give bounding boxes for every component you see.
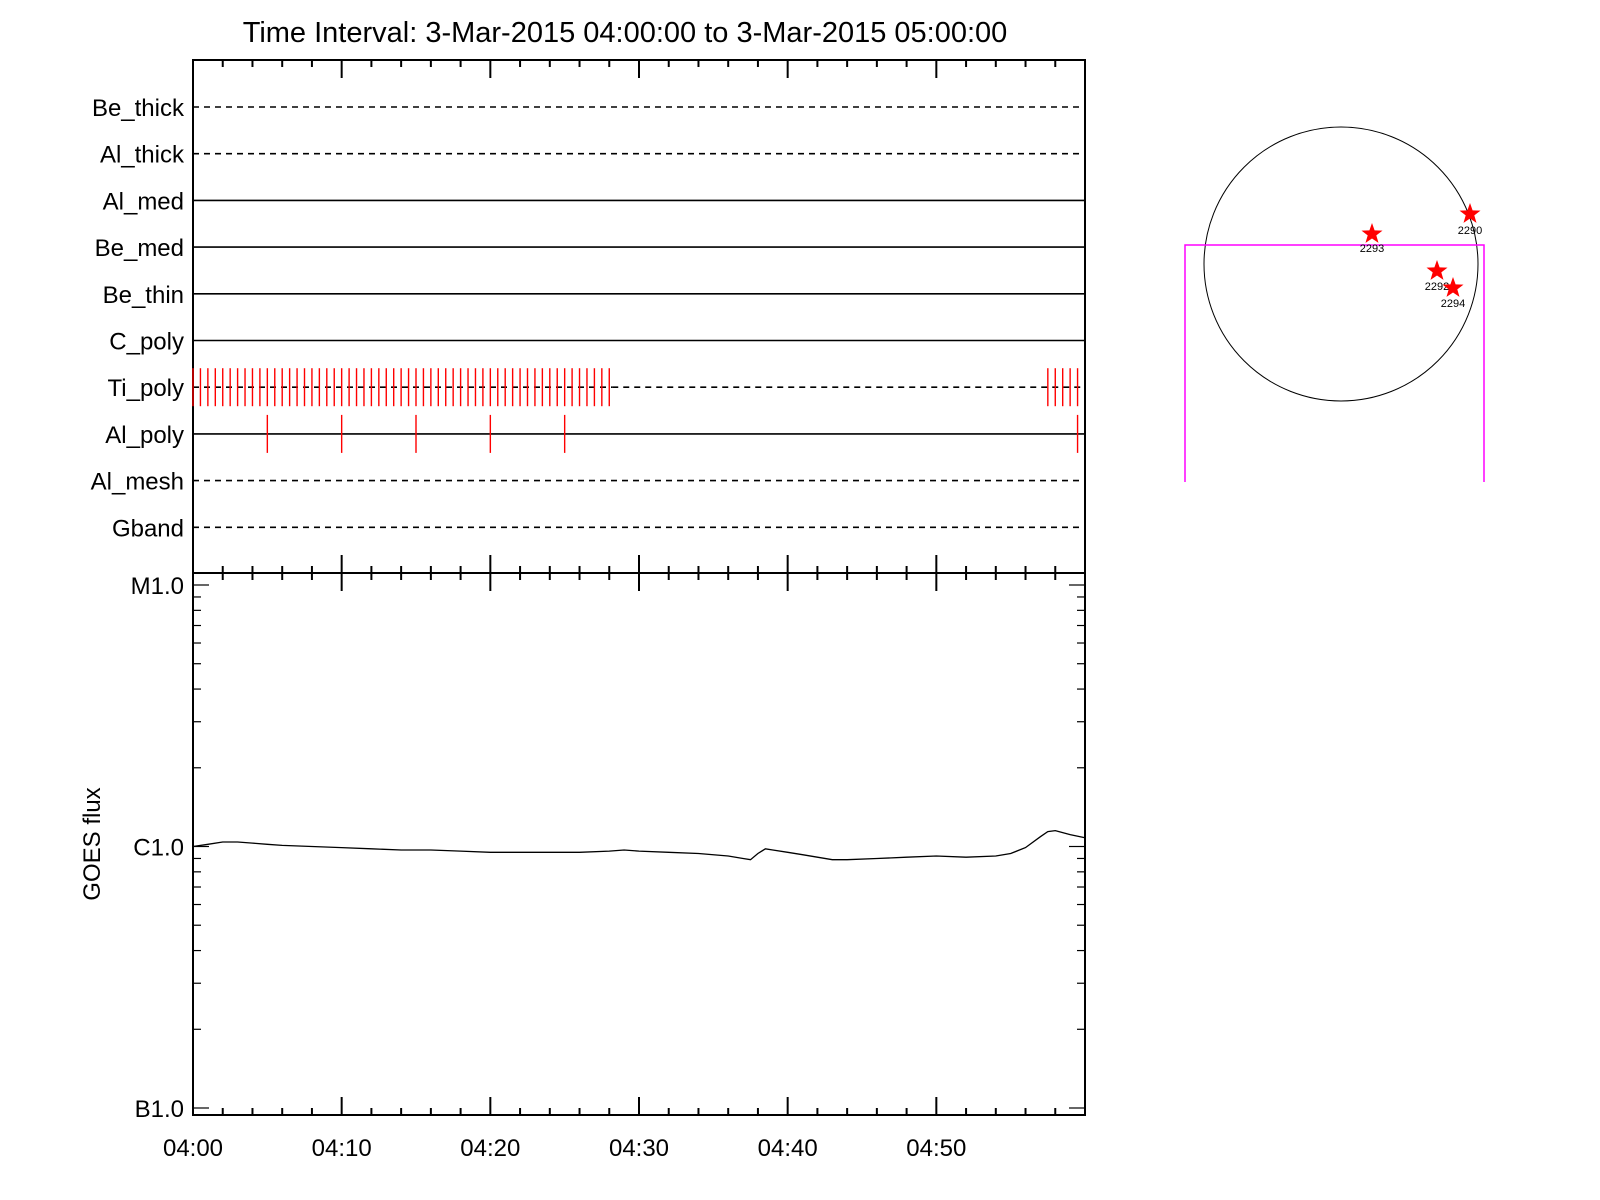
filter-row-label: Al_poly: [105, 422, 184, 449]
time-tick-label: 04:50: [906, 1135, 966, 1162]
filter-row-label: Be_thin: [103, 282, 184, 309]
time-tick-label: 04:30: [609, 1135, 669, 1162]
filter-row-label: Gband: [112, 515, 184, 542]
solar-disk-outline: [1203, 126, 1479, 402]
active-region-label: 2290: [1458, 225, 1482, 237]
filter-row-label: Be_thick: [92, 95, 185, 122]
goes-flux-line: [192, 829, 1086, 861]
filter-row-label: Al_thick: [100, 142, 185, 169]
filter-panel: Be_thick Al_thick Al_med Be_med Be_thin C_pol…: [91, 59, 1086, 574]
goes-panel-frame: [192, 572, 1086, 1116]
y-tick-label: M1.0: [131, 573, 184, 600]
filter-row-label: Al_mesh: [91, 469, 184, 496]
time-tick-label: 04:20: [460, 1135, 520, 1162]
sun-map: 2290 2293 2292 2294: [1184, 126, 1485, 482]
active-region-star: [1426, 260, 1448, 280]
active-region-star: [1459, 203, 1481, 223]
filter-row-label: Be_med: [95, 235, 184, 262]
active-region-star: [1361, 223, 1383, 243]
filter-row-label: Al_med: [103, 188, 184, 215]
active-region-label: 2293: [1360, 243, 1384, 255]
filter-panel-frame: [192, 59, 1086, 574]
filter-row-label: Ti_poly: [108, 375, 184, 402]
active-region-label: 2292: [1425, 281, 1449, 293]
filter-row-label: C_poly: [109, 329, 184, 356]
goes-panel: 04:00 04:10 04:20 04:30 04:40 04:50 B1.0 C1.0 M1…: [79, 60, 1086, 1162]
fov-box: [1184, 244, 1485, 482]
y-tick-label: C1.0: [133, 835, 184, 862]
active-region-star: [1442, 277, 1464, 297]
y-axis-label: GOES flux: [79, 787, 106, 900]
time-tick-label: 04:40: [758, 1135, 818, 1162]
active-region-label: 2294: [1441, 298, 1465, 310]
chart-title: Time Interval: 3-Mar-2015 04:00:00 to 3-…: [243, 17, 1008, 49]
time-tick-label: 04:00: [163, 1135, 223, 1162]
time-tick-label: 04:10: [312, 1135, 372, 1162]
y-tick-label: B1.0: [135, 1096, 184, 1123]
